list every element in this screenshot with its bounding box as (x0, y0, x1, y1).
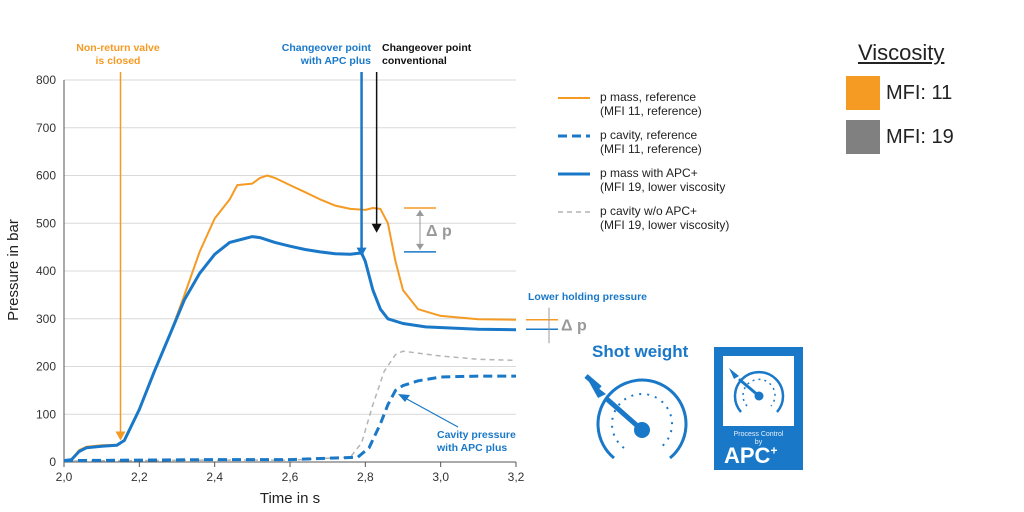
annotation-changeover-apc-line2: with APC plus (300, 55, 371, 67)
annotation-nonreturn-line1: Non-return valve (76, 42, 160, 54)
series-line-3 (63, 350, 517, 462)
viscosity-item: MFI: 11 (846, 76, 1006, 110)
delta-p-label: Δ p (426, 223, 452, 240)
x-axis-title: Time in s (260, 490, 320, 507)
y-tick-label: 600 (36, 169, 56, 183)
annotation-nonreturn-line2: is closed (96, 55, 141, 67)
x-tick-label: 2,6 (282, 470, 299, 484)
legend-item: p cavity, reference (MFI 11, reference) (556, 128, 776, 166)
legend-item: p mass, reference (MFI 11, reference) (556, 90, 776, 128)
viscosity-swatch-orange (846, 76, 880, 110)
y-axis-title: Pressure in bar (5, 219, 22, 321)
viscosity-label: MFI: 19 (886, 125, 954, 148)
apc-plus: + (770, 443, 778, 458)
arrow-cavity-apc (404, 397, 459, 428)
legend-sublabel: (MFI 11, reference) (600, 104, 702, 118)
legend-sublabel: (MFI 11, reference) (600, 142, 702, 156)
legend-sublabel: (MFI 19, lower viscosity (600, 180, 726, 194)
legend-swatch (558, 172, 590, 176)
x-tick-label: 2,4 (206, 470, 223, 484)
arrow-nonreturn-head (115, 431, 126, 441)
delta-arrow-top (416, 209, 424, 216)
annotation-changeover-apc-line1: Changeover point (282, 42, 372, 54)
arrow-cavity-apc-head (398, 394, 410, 402)
legend-swatch (558, 134, 590, 138)
x-tick-label: 3,2 (508, 470, 525, 484)
series-line-2 (63, 235, 517, 463)
series-line-0 (63, 174, 517, 462)
arrow-changeover-conv-head (371, 223, 382, 233)
annotation-lower-holding: Lower holding pressure (528, 291, 647, 303)
viscosity-title: Viscosity (858, 40, 945, 65)
y-tick-label: 800 (36, 73, 56, 87)
apc-by: by (754, 439, 763, 446)
x-tick-label: 2,2 (131, 470, 148, 484)
annotation-changeover-conv-line2: conventional (382, 55, 447, 67)
apc-brand: APC (724, 443, 771, 468)
shot-weight-title: Shot weight (592, 342, 689, 361)
y-tick-label: 400 (36, 264, 56, 278)
legend-label: p mass with APC+ (600, 166, 698, 180)
apc-logo: Process Control by APC+ (714, 347, 803, 470)
y-tick-label: 300 (36, 312, 56, 326)
legend-swatch (558, 97, 590, 99)
x-tick-label: 2,0 (56, 470, 73, 484)
legend-item: p mass with APC+ (MFI 19, lower viscosity (556, 166, 776, 204)
y-tick-label: 100 (36, 407, 56, 421)
legend-sublabel: (MFI 19, lower viscosity) (600, 218, 730, 232)
delta-arrow-bottom (416, 243, 424, 250)
y-tick-label: 200 (36, 360, 56, 374)
apc-tagline: Process Control (733, 431, 784, 438)
legend-label: p mass, reference (600, 90, 697, 104)
viscosity-label: MFI: 11 (886, 81, 953, 104)
legend-label: p cavity w/o APC+ (600, 204, 698, 218)
gauge-icon (584, 374, 688, 460)
legend-swatch (558, 211, 590, 213)
delta2-p-label: Δ p (561, 317, 587, 334)
y-tick-label: 700 (36, 121, 56, 135)
y-tick-label: 500 (36, 216, 56, 230)
viscosity-swatch-gray (846, 120, 880, 154)
viscosity-legend: Viscosity MFI: 11 MFI: 19 (846, 40, 1006, 154)
x-tick-label: 2,8 (357, 470, 374, 484)
y-tick-label: 0 (49, 455, 56, 469)
apc-gauge-icon (729, 368, 785, 413)
annotation-changeover-conv-line1: Changeover point (382, 42, 472, 54)
viscosity-item: MFI: 19 (846, 120, 1006, 154)
arrow-changeover-apc-head (356, 247, 367, 257)
chart-legend: p mass, reference (MFI 11, reference) p c… (556, 90, 776, 242)
legend-item: p cavity w/o APC+ (MFI 19, lower viscosit… (556, 204, 776, 242)
annotation-cavity-apc-line2: with APC plus (436, 442, 507, 454)
legend-label: p cavity, reference (600, 128, 698, 142)
annotation-cavity-apc-line1: Cavity pressure (437, 429, 516, 441)
x-tick-label: 3,0 (432, 470, 449, 484)
